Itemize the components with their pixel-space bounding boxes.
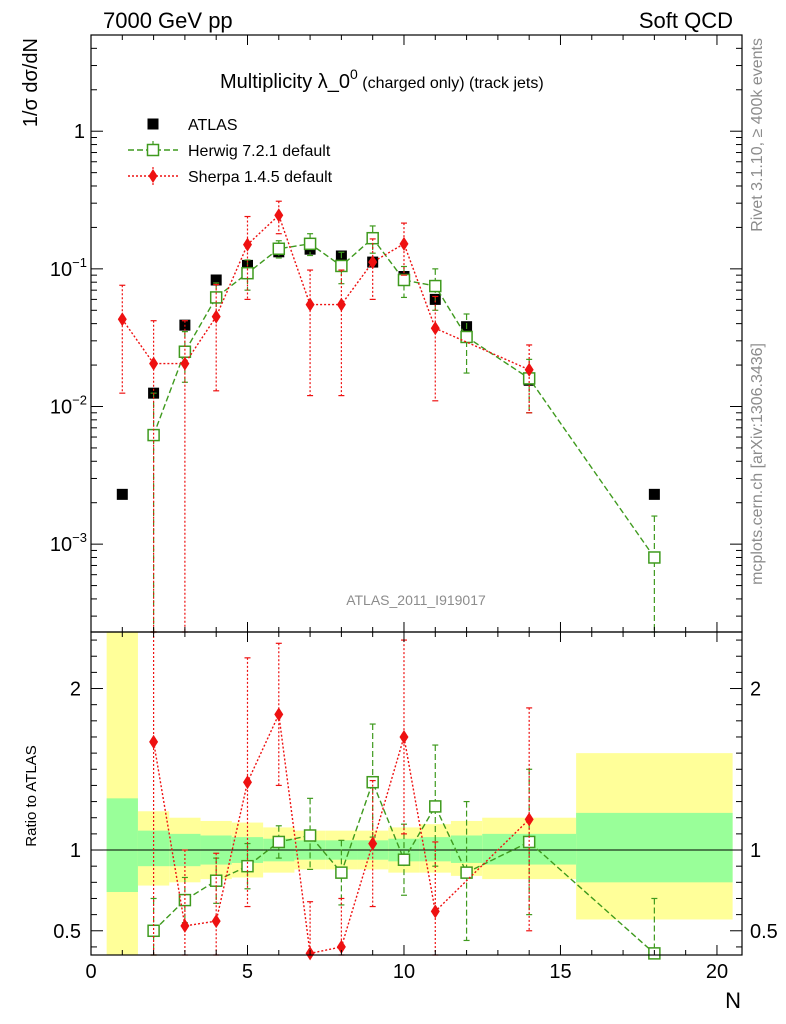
ratio-point xyxy=(147,924,160,938)
data-point xyxy=(397,273,411,287)
ratio-point xyxy=(335,866,348,879)
ratio-axis-label: Ratio to ATLAS xyxy=(23,745,40,846)
rivet-label: Rivet 3.1.10, ≥ 400k events xyxy=(749,38,766,232)
x-tick-label: 15 xyxy=(549,961,571,983)
x-axis-label: N xyxy=(725,988,741,1013)
ratio-point xyxy=(272,835,286,849)
data-point xyxy=(366,231,379,245)
data-point xyxy=(460,330,473,344)
ratio-tick-label-right: 1 xyxy=(750,840,761,862)
data-point xyxy=(242,237,252,252)
plot-title-sub: (charged only) (track jets) xyxy=(358,75,544,92)
ratio-band-inner xyxy=(106,798,138,893)
ratio-point xyxy=(274,707,284,722)
y-tick-label-base: 10 xyxy=(50,534,72,556)
legend-label: Sherpa 1.4.5 default xyxy=(188,169,333,186)
data-point xyxy=(116,488,128,500)
y-tick-label-exp: −3 xyxy=(72,530,87,545)
data-point xyxy=(274,208,284,223)
ratio-band-inner xyxy=(576,812,733,883)
data-point xyxy=(336,297,346,312)
data-point xyxy=(303,237,317,251)
x-tick-label: 5 xyxy=(242,961,253,983)
ratio-bands xyxy=(106,632,733,955)
data-point xyxy=(180,356,190,371)
y-tick-label: 10−3 xyxy=(50,530,87,556)
plot-title-sup: 0 xyxy=(350,66,358,82)
legend-marker xyxy=(146,143,160,157)
ratio-point xyxy=(149,734,159,749)
ratio-point xyxy=(209,874,223,887)
ratio-point xyxy=(242,775,252,790)
x-tick-label: 10 xyxy=(393,961,415,983)
data-point xyxy=(211,309,221,324)
series-line-2 xyxy=(121,214,530,371)
ratio-point xyxy=(211,914,221,929)
y-tick-label: 10−1 xyxy=(50,255,87,281)
ratio-frame xyxy=(90,631,743,956)
data-point xyxy=(524,362,534,377)
data-point xyxy=(648,551,661,564)
ratio-point xyxy=(180,918,190,933)
data-point xyxy=(149,356,159,371)
ratio-point xyxy=(303,829,317,842)
y-axis-label: 1/σ dσ/dN xyxy=(20,38,42,127)
y-tick-label: 1 xyxy=(74,121,85,143)
data-point xyxy=(429,279,442,293)
analysis-id: ATLAS_2011_I919017 xyxy=(346,592,486,608)
data-point xyxy=(430,321,440,336)
data-point xyxy=(399,236,409,251)
ratio-tick-label-left: 2 xyxy=(70,679,81,701)
y-tick-label: 10−2 xyxy=(50,392,87,418)
ratio-tick-label-right: 0.5 xyxy=(750,921,778,943)
ratio-band-outer xyxy=(106,632,138,955)
data-point xyxy=(210,274,222,286)
x-tick-label: 20 xyxy=(706,961,728,983)
y-tick-label-exp: −1 xyxy=(72,255,87,270)
ratio-point xyxy=(430,904,440,919)
y-tick-label-exp: −2 xyxy=(72,392,87,407)
header-left: 7000 GeV pp xyxy=(103,8,233,33)
ratio-panel-content xyxy=(91,631,742,961)
plot-title: Multiplicity λ_00 (charged only) (track … xyxy=(220,66,544,93)
ratio-point xyxy=(460,866,473,879)
plot-title-main: Multiplicity λ_0 xyxy=(220,71,350,93)
mcplots-label: mcplots.cern.ch [arXiv:1306.3436] xyxy=(749,343,766,585)
data-point xyxy=(147,428,160,442)
x-tick-label: 0 xyxy=(85,961,96,983)
ratio-point xyxy=(524,812,534,827)
legend-label: Herwig 7.2.1 default xyxy=(188,143,331,160)
ratio-point xyxy=(336,939,346,954)
y-tick-label-base: 10 xyxy=(50,259,72,281)
ratio-tick-label-right: 2 xyxy=(750,679,761,701)
data-point xyxy=(368,255,378,270)
top-panel-content xyxy=(116,200,661,633)
ratio-point xyxy=(399,729,409,744)
data-point xyxy=(305,297,315,312)
legend-marker xyxy=(148,169,158,183)
data-point xyxy=(648,488,660,500)
ratio-point xyxy=(368,836,378,851)
ratio-tick-label-left: 1 xyxy=(70,840,81,862)
ratio-point xyxy=(397,853,411,866)
data-point xyxy=(117,312,127,327)
legend-label: ATLAS xyxy=(188,117,238,134)
data-point xyxy=(272,242,286,255)
data-point xyxy=(178,345,192,358)
legend-marker xyxy=(147,118,159,130)
header-right: Soft QCD xyxy=(639,8,733,33)
ratio-point xyxy=(429,800,442,813)
y-tick-label-base: 10 xyxy=(50,396,72,418)
legend: ATLAS Herwig 7.2.1 default Sherpa 1.4.5 de… xyxy=(128,117,333,186)
ratio-tick-label-left: 0.5 xyxy=(53,921,81,943)
